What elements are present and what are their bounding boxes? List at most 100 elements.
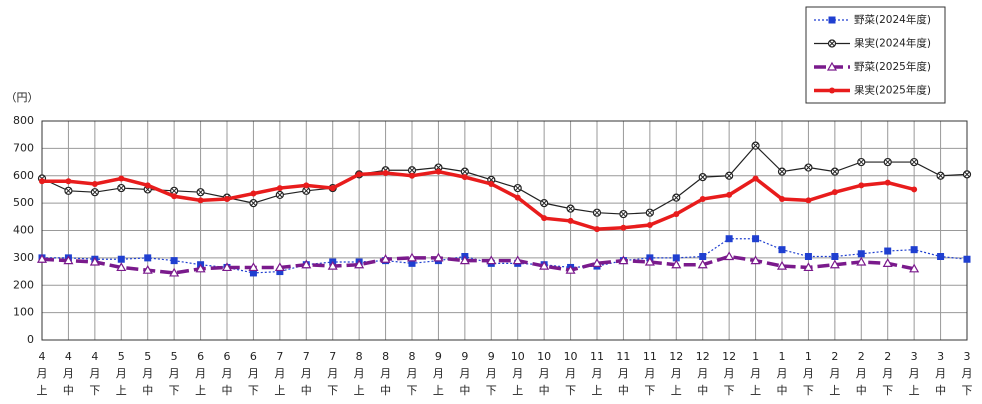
marker [118,175,125,182]
marker [382,170,389,177]
marker [803,262,814,272]
marker-shape [937,172,944,179]
y-unit-label: （円） [6,91,39,104]
x-tick-label: 4 月上 [37,350,48,397]
marker-shape [644,256,655,266]
marker [911,186,918,193]
marker [937,253,945,261]
x-tick-label: 7 月上 [274,350,285,397]
marker [671,259,682,269]
marker-shape [826,61,838,71]
marker-shape [354,259,365,269]
marker [539,260,550,270]
marker [725,171,734,180]
marker-shape [512,255,523,265]
marker-shape [116,262,127,272]
marker-shape [672,254,680,262]
marker [805,197,812,204]
marker-shape [170,257,178,265]
marker [594,226,600,233]
marker-shape [805,197,812,204]
marker-shape [829,87,835,94]
marker [698,173,707,182]
marker [221,262,233,272]
marker [646,222,653,229]
marker-shape [409,167,415,174]
marker-shape [752,175,759,182]
marker [488,180,495,187]
marker-shape [671,259,682,269]
marker-shape [144,254,152,262]
y-tick-label: 800 [13,114,34,127]
marker [752,235,760,243]
x-tick-label: 1 月中 [777,350,788,397]
marker-shape [117,255,125,263]
x-tick-label: 6 月上 [195,350,206,397]
marker-shape [909,263,920,273]
marker [829,87,835,94]
marker-shape [221,262,233,272]
marker-shape [831,253,839,261]
marker-shape [594,209,600,216]
marker-shape [486,255,497,265]
marker [433,252,444,262]
marker [407,166,417,175]
marker-shape [171,193,178,200]
marker [826,61,838,71]
marker [275,190,284,200]
marker-shape [274,262,285,272]
x-tick-label: 9 月上 [433,350,444,397]
x-tick-label: 4 月中 [63,350,74,397]
marker-shape [882,258,893,267]
marker-shape [726,191,733,198]
marker [829,259,840,269]
marker-shape [488,180,495,187]
marker-shape [565,264,576,274]
marker [36,254,48,263]
marker-shape [699,196,706,203]
marker [936,171,945,180]
x-tick-label: 7 月中 [301,350,312,397]
marker-shape [620,224,627,231]
marker-shape [435,168,442,175]
x-tick-label: 4 月下 [89,350,100,397]
marker-shape [752,142,759,149]
marker [301,259,312,269]
marker-shape [249,269,257,277]
series-line [41,144,968,215]
marker-shape [699,174,706,180]
x-tick-label: 9 月下 [486,350,497,397]
marker [117,183,126,193]
x-tick-label: 1 月下 [803,350,814,397]
marker-shape [356,171,363,178]
marker [512,255,523,265]
marker-shape [169,267,180,277]
marker-shape [805,164,812,171]
marker [63,255,74,265]
legend-label: 野菜(2024年度) [854,13,931,26]
x-tick-label: 7 月下 [327,350,338,397]
marker-shape [567,205,574,212]
marker-shape [382,170,389,177]
marker [567,217,574,224]
marker-shape [752,235,760,243]
marker [276,185,283,192]
marker-shape [195,263,206,273]
marker-shape [224,196,230,203]
marker [406,252,418,262]
x-tick-label: 10 月下 [564,350,578,397]
marker-shape [803,262,814,272]
marker-shape [594,226,600,233]
marker-shape [250,190,257,197]
marker-shape [750,255,761,265]
marker [779,196,785,203]
marker [224,196,230,203]
marker [777,167,787,176]
marker-shape [829,40,835,47]
marker-shape [858,182,865,189]
marker [592,208,602,217]
x-tick-label: 1 月上 [750,350,761,397]
marker [673,211,680,218]
marker-shape [329,185,336,192]
x-tick-label: 5 月上 [116,350,127,397]
